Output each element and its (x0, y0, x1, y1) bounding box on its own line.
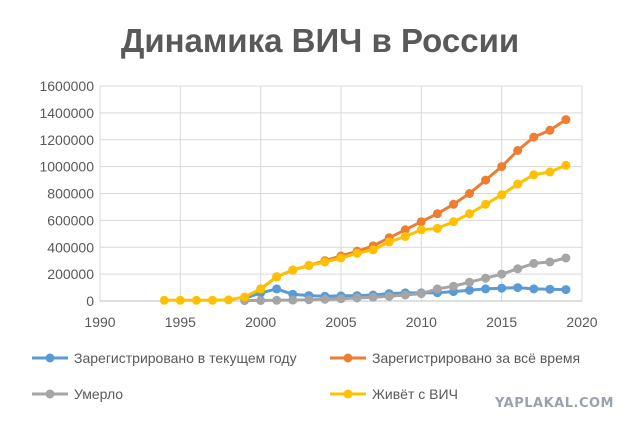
data-point-series-2 (497, 269, 507, 279)
x-tick-label: 2015 (486, 314, 517, 330)
y-tick-label: 0 (86, 293, 94, 309)
data-point-series-0 (272, 284, 282, 294)
y-tick-label: 600000 (47, 212, 94, 228)
data-point-series-3 (320, 257, 330, 267)
y-tick-label: 1200000 (39, 132, 94, 148)
data-point-series-1 (529, 132, 539, 142)
y-tick-label: 800000 (47, 186, 94, 202)
y-tick-label: 1400000 (39, 105, 94, 121)
data-point-series-3 (272, 272, 282, 282)
x-tick-label: 2000 (245, 314, 276, 330)
data-point-series-3 (400, 232, 410, 241)
data-point-series-3 (529, 170, 539, 180)
data-point-series-3 (545, 167, 555, 177)
data-point-series-3 (288, 265, 298, 275)
series-line-3 (164, 163, 567, 302)
data-point-series-0 (561, 285, 571, 295)
data-point-series-3 (256, 284, 266, 294)
legend-label: Живёт с ВИЧ (372, 386, 458, 402)
data-point-series-2 (288, 295, 298, 305)
data-point-series-1 (416, 217, 426, 227)
x-tick-label: 1995 (165, 314, 196, 330)
data-point-series-3 (449, 217, 458, 227)
data-point-series-1 (400, 225, 410, 235)
legend-item-died: Умерло (32, 384, 123, 404)
data-point-series-1 (561, 115, 571, 125)
data-point-series-3 (159, 295, 169, 305)
data-point-series-2 (352, 293, 362, 303)
data-point-series-1 (497, 162, 507, 172)
x-tick-label: 2005 (325, 314, 356, 330)
data-point-series-2 (481, 273, 491, 283)
data-point-series-3 (465, 209, 474, 219)
legend-marker-blue (32, 353, 68, 363)
data-point-series-3 (208, 295, 217, 305)
data-point-series-2 (272, 295, 282, 305)
data-point-series-3 (384, 237, 394, 247)
data-point-series-1 (449, 199, 458, 209)
data-point-series-2 (432, 284, 442, 294)
legend-label: Зарегистрировано за всё время (372, 350, 581, 366)
legend-label: Зарегистрировано в текущем году (74, 350, 297, 366)
data-point-series-3 (191, 295, 201, 305)
data-point-series-2 (561, 253, 571, 263)
data-point-series-2 (304, 295, 314, 305)
data-point-series-3 (513, 179, 523, 189)
data-point-series-0 (513, 283, 523, 293)
x-tick-label: 2020 (566, 314, 597, 330)
data-point-series-0 (481, 284, 491, 294)
data-point-series-3 (304, 260, 314, 270)
y-tick-label: 400000 (47, 239, 94, 255)
legend-marker-orange (330, 353, 366, 363)
data-point-series-0 (529, 284, 539, 294)
data-point-series-3 (368, 245, 378, 255)
chart-title: Динамика ВИЧ в России (120, 22, 520, 59)
x-tick-label: 2010 (406, 314, 437, 330)
data-point-series-3 (432, 223, 442, 233)
data-point-series-1 (432, 209, 442, 219)
data-point-series-3 (336, 253, 346, 263)
data-point-series-3 (561, 160, 571, 170)
data-point-series-2 (545, 257, 555, 267)
data-point-series-2 (320, 294, 330, 304)
data-point-series-2 (449, 281, 458, 291)
data-point-series-2 (529, 258, 539, 268)
data-point-series-2 (336, 294, 346, 304)
y-tick-label: 1000000 (39, 159, 94, 175)
y-tick-label: 200000 (47, 266, 94, 282)
legend-marker-yellow (330, 389, 366, 399)
legend-item-registered-all-time: Зарегистрировано за всё время (330, 348, 580, 368)
data-point-series-0 (545, 284, 555, 294)
data-point-series-3 (481, 199, 491, 209)
data-point-series-3 (224, 295, 233, 305)
y-tick-label: 1600000 (39, 78, 94, 94)
data-point-series-0 (497, 283, 507, 293)
data-point-series-2 (384, 291, 394, 301)
data-point-series-2 (416, 289, 426, 299)
data-point-series-1 (481, 175, 491, 185)
data-point-series-2 (465, 277, 474, 287)
data-point-series-3 (175, 295, 185, 305)
legend-item-registered-current-year: Зарегистрировано в текущем году (32, 348, 297, 368)
data-point-series-1 (513, 146, 523, 155)
legend-item-living-with-hiv: Живёт с ВИЧ (330, 384, 458, 404)
data-point-series-3 (416, 225, 426, 235)
data-point-series-2 (256, 296, 266, 305)
data-point-series-2 (368, 292, 378, 302)
data-point-series-2 (400, 290, 410, 300)
legend-marker-gray (32, 389, 68, 399)
data-point-series-3 (352, 248, 362, 258)
data-point-series-0 (465, 285, 474, 295)
data-point-series-3 (497, 190, 507, 200)
x-tick-label: 1990 (84, 314, 115, 330)
data-point-series-2 (513, 264, 523, 274)
legend-label: Умерло (74, 386, 124, 402)
data-point-series-3 (240, 292, 250, 302)
watermark: YAPLAKAL.COM (495, 396, 614, 411)
data-point-series-1 (545, 125, 555, 135)
data-point-series-1 (465, 189, 474, 198)
